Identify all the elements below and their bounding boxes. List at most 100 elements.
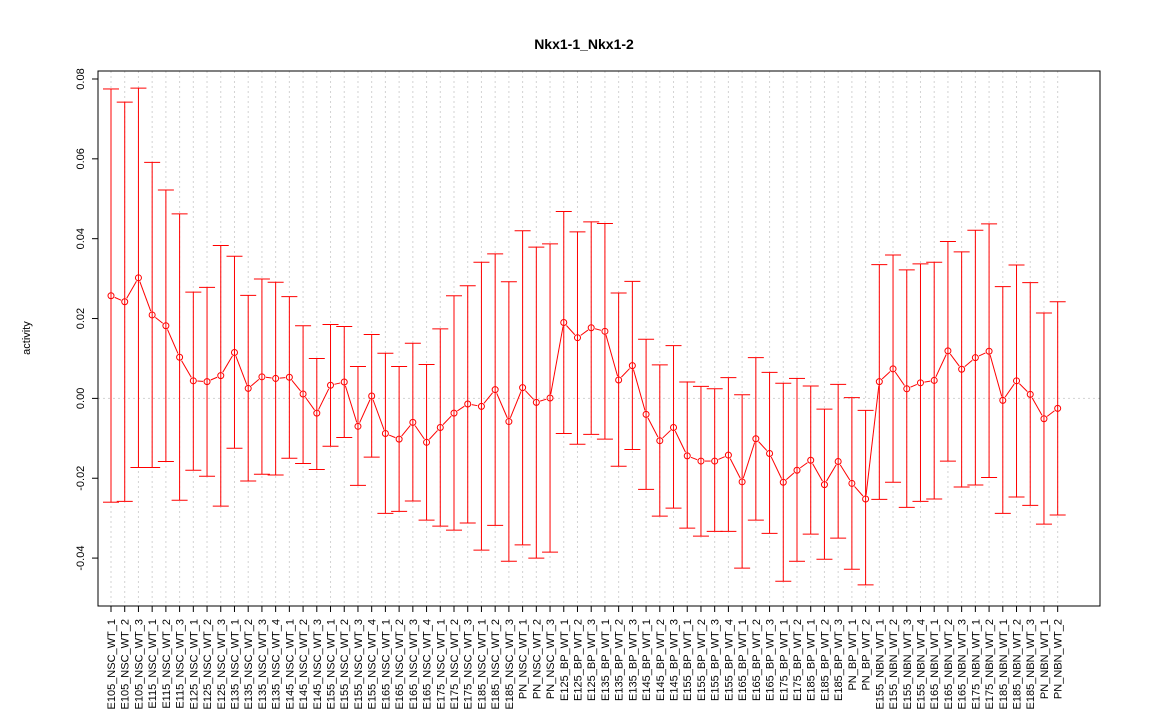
data-point (752, 435, 760, 443)
data-point (1013, 377, 1021, 385)
series-line-segment (605, 335, 619, 377)
series-line-segment (799, 462, 808, 469)
series-line-segment (989, 354, 1003, 397)
x-tick-label: E125_BP_WT_1 (559, 619, 571, 701)
x-tick-label: E105_NSC_WT_3 (133, 619, 145, 710)
series-line-segment (279, 377, 286, 379)
y-tick-label: 0.02 (75, 308, 87, 329)
series-line-segment (222, 355, 233, 373)
x-tick-label: E155_NBN_WT_1 (874, 619, 886, 710)
series-line-segment (594, 328, 602, 331)
x-tick-label: E175_NSC_WT_2 (449, 619, 461, 710)
x-tick-label: E155_BP_WT_4 (723, 619, 735, 701)
data-point (628, 362, 636, 370)
series-line-segment (154, 317, 164, 324)
data-point (944, 347, 952, 355)
x-tick-label: E145_NSC_WT_3 (312, 619, 324, 710)
x-tick-label: E135_BP_WT_1 (600, 619, 612, 701)
series-line-segment (758, 441, 768, 451)
x-tick-label: E135_BP_WT_3 (627, 619, 639, 701)
data-point (793, 466, 801, 474)
series-line-segment (442, 415, 452, 425)
x-tick-label: E145_NSC_WT_2 (298, 619, 310, 710)
series-line-segment (496, 393, 508, 419)
data-point (505, 418, 513, 426)
series-line-segment (291, 380, 301, 392)
x-tick-label: E165_NBN_WT_2 (943, 619, 955, 710)
x-tick-label: E185_BP_WT_1 (806, 619, 818, 701)
series-line-segment (865, 385, 880, 496)
x-tick-label: PN_NSC_WT_3 (545, 619, 557, 699)
data-point (258, 373, 266, 381)
x-tick-label: PN_NSC_WT_1 (518, 619, 530, 699)
x-tick-label: E155_NSC_WT_1 (326, 619, 338, 710)
series-line-segment (718, 456, 725, 460)
x-tick-label: E165_NSC_WT_1 (380, 619, 392, 710)
x-tick-label: E165_NBN_WT_1 (929, 619, 941, 710)
data-point (615, 376, 623, 384)
x-tick-label: E185_NSC_WT_1 (476, 619, 488, 710)
data-point (477, 402, 485, 410)
series-line-segment (894, 371, 905, 386)
series-line-segment (910, 383, 918, 388)
data-point (916, 379, 924, 387)
x-tick-label: E125_BP_WT_3 (586, 619, 598, 701)
x-tick-label: E165_BP_WT_1 (737, 619, 749, 701)
series-line-segment (742, 442, 756, 479)
x-tick-label: E175_NSC_WT_1 (435, 619, 447, 710)
x-tick-label: E155_NSC_WT_4 (367, 619, 379, 710)
series-line-segment (265, 376, 272, 379)
x-tick-label: E125_NSC_WT_1 (188, 619, 200, 710)
data-point (903, 385, 911, 393)
x-tick-label: E125_NSC_WT_3 (216, 619, 228, 710)
data-point (230, 348, 238, 356)
x-tick-label: E145_NSC_WT_1 (284, 619, 296, 710)
data-point (423, 438, 431, 446)
series-line-segment (839, 464, 851, 481)
data-point (436, 424, 444, 432)
x-tick-label: E185_BP_WT_2 (819, 619, 831, 701)
series-line-segment (632, 369, 646, 411)
data-point (244, 384, 252, 392)
chart-title: Nkx1-1_Nkx1-2 (534, 36, 634, 52)
y-tick-label: 0.04 (75, 228, 87, 249)
data-point (546, 394, 554, 402)
data-point (1040, 415, 1048, 423)
x-tick-label: E185_NBN_WT_3 (1025, 619, 1037, 710)
x-tick-label: E165_BP_WT_3 (765, 619, 777, 701)
series-line-layer (114, 281, 1055, 497)
data-point (985, 347, 993, 355)
data-point (368, 392, 376, 400)
series-line-segment (1004, 383, 1015, 398)
series-line-segment (1046, 410, 1055, 417)
series-line-segment (647, 417, 659, 438)
data-point (450, 409, 458, 417)
series-line-segment (924, 380, 931, 383)
series-line-segment (250, 379, 260, 387)
x-tick-label: E175_BP_WT_1 (778, 619, 790, 701)
series-line-segment (401, 425, 411, 437)
y-axis: -0.04 -0.02 0.00 0.02 0.04 0.06 0.08 (75, 68, 99, 571)
x-tick-label: E155_NBN_WT_3 (902, 619, 914, 710)
data-point (587, 324, 595, 332)
series-line-segment (359, 399, 371, 423)
data-point (601, 327, 609, 335)
x-tick-label: PN_NSC_WT_2 (531, 619, 543, 699)
series-line-segment (210, 376, 218, 381)
series-line-segment (524, 390, 534, 400)
x-tick-label: E185_NBN_WT_2 (1012, 619, 1024, 710)
x-tick-label: E135_BP_WT_2 (614, 619, 626, 701)
data-point (670, 424, 678, 432)
x-tick-label: E185_NBN_WT_1 (998, 619, 1010, 710)
series-line-segment (167, 329, 179, 354)
series-line-segment (235, 356, 248, 385)
data-point (862, 495, 870, 503)
data-point (491, 386, 499, 394)
data-point (958, 365, 966, 373)
data-point (299, 390, 307, 398)
x-tick-label: E105_NSC_WT_2 (120, 619, 132, 710)
x-tick-label: E155_BP_WT_2 (696, 619, 708, 701)
data-point (532, 398, 540, 406)
data-point (121, 298, 129, 306)
